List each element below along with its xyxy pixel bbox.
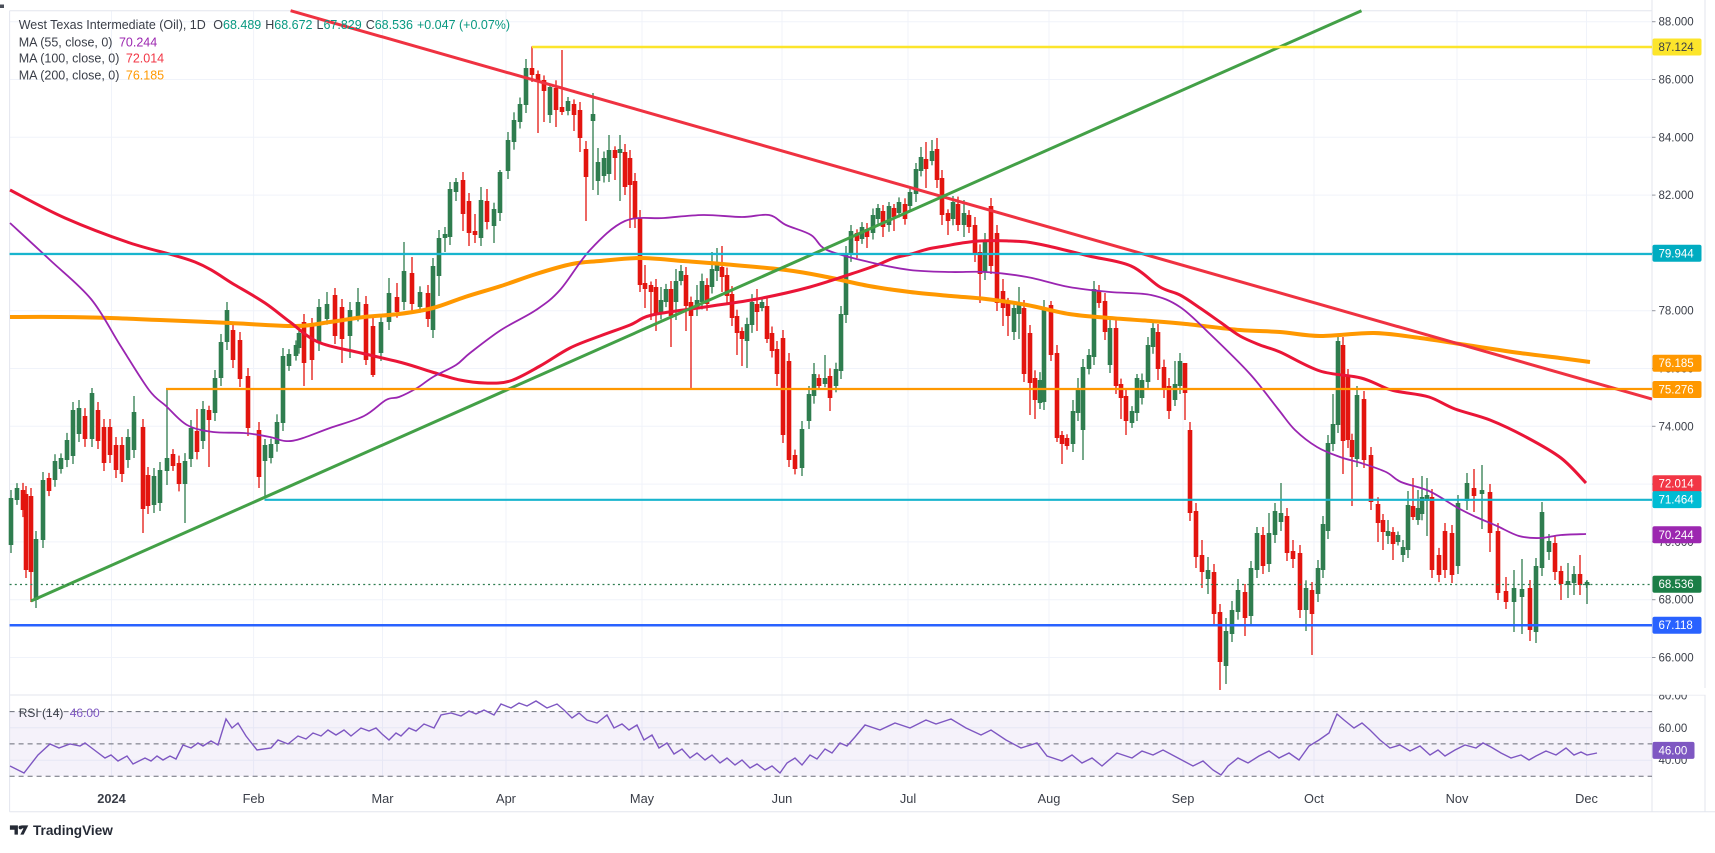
svg-text:71.464: 71.464 [1659,495,1695,507]
svg-text:MA (200, close, 0) 76.185: MA (200, close, 0) 76.185 [19,69,164,83]
svg-text:68.536: 68.536 [1659,579,1694,591]
svg-text:67.118: 67.118 [1659,620,1693,632]
svg-text:88.000: 88.000 [1659,17,1694,29]
svg-text:TradingView: TradingView [33,823,113,838]
svg-text:West Texas Intermediate (Oil),: West Texas Intermediate (Oil), 1D O68.48… [19,18,510,32]
svg-text:75.276: 75.276 [1659,385,1694,397]
svg-text:84.000: 84.000 [1659,132,1694,144]
svg-text:MA (100, close, 0) 72.014: MA (100, close, 0) 72.014 [19,52,164,66]
svg-text:78.000: 78.000 [1659,306,1694,318]
svg-text:MA (55, close, 0) 70.244: MA (55, close, 0) 70.244 [19,35,158,49]
svg-text:May: May [630,791,655,806]
svg-text:70.244: 70.244 [1659,530,1695,542]
svg-text:68.000: 68.000 [1659,595,1694,607]
svg-text:Jul: Jul [900,791,916,806]
svg-text:74.000: 74.000 [1659,421,1694,433]
svg-text:Oct: Oct [1304,791,1324,806]
svg-text:Nov: Nov [1446,791,1469,806]
svg-text:Sep: Sep [1172,791,1195,806]
svg-text:46.00: 46.00 [1659,745,1688,757]
svg-text:Feb: Feb [243,791,265,806]
svg-text:RSI (14) 46.00: RSI (14) 46.00 [19,706,100,720]
svg-text:Mar: Mar [371,791,394,806]
svg-text:Dec: Dec [1575,791,1598,806]
svg-text:Jun: Jun [772,791,793,806]
svg-text:2024: 2024 [97,791,126,806]
svg-text:87.124: 87.124 [1659,42,1695,54]
svg-text:60.00: 60.00 [1659,723,1688,735]
svg-text:Apr: Apr [496,791,517,806]
svg-text:82.000: 82.000 [1659,190,1694,202]
svg-text:76.185: 76.185 [1659,358,1694,370]
svg-text:66.000: 66.000 [1659,653,1694,665]
svg-text:72.014: 72.014 [1659,479,1695,491]
svg-text:86.000: 86.000 [1659,75,1694,87]
svg-text:79.944: 79.944 [1659,248,1695,260]
svg-text:Aug: Aug [1038,791,1061,806]
